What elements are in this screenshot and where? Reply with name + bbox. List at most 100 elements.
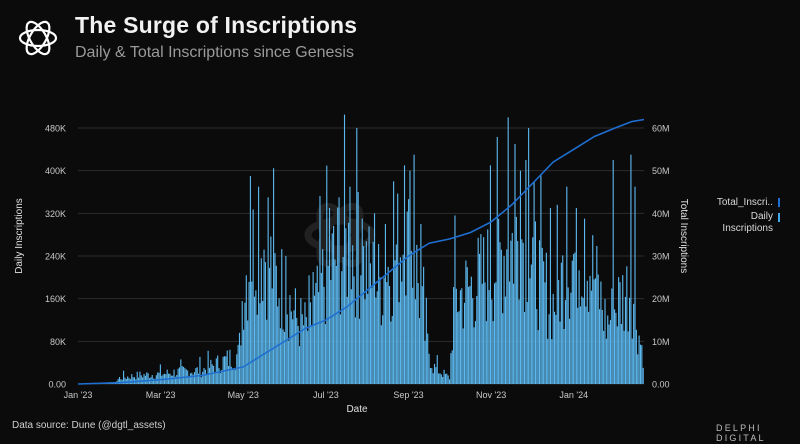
- y2-tick-label: 50M: [652, 166, 670, 176]
- daily-bar: [453, 287, 455, 384]
- daily-bar: [459, 290, 461, 384]
- y2-tick-label: 60M: [652, 124, 670, 134]
- daily-bar: [608, 324, 610, 384]
- daily-bar: [303, 325, 305, 384]
- daily-bar: [538, 240, 541, 384]
- y-tick-label: 480K: [45, 124, 66, 134]
- daily-bar: [570, 292, 572, 384]
- daily-bar: [178, 367, 181, 384]
- daily-bar: [420, 224, 422, 384]
- daily-bar: [343, 114, 346, 384]
- daily-bar: [373, 213, 376, 384]
- total-inscriptions-line: [77, 118, 645, 385]
- daily-bar: [143, 373, 145, 384]
- daily-bar: [485, 321, 487, 384]
- daily-bar: [477, 237, 479, 384]
- daily-bar: [622, 275, 624, 384]
- daily-bar: [495, 282, 497, 384]
- daily-bar: [354, 317, 356, 384]
- daily-bar: [483, 237, 485, 384]
- daily-bar: [319, 195, 321, 384]
- daily-bar: [346, 296, 348, 384]
- x-tick-label: Mar '23: [146, 390, 176, 400]
- brand-wordmark: DELPHI DIGITAL: [716, 423, 766, 443]
- legend-item-total[interactable]: Total_Inscri..: [700, 197, 780, 208]
- y2-tick-label: 40M: [652, 209, 670, 219]
- daily-bar: [382, 315, 384, 384]
- daily-bar: [128, 377, 130, 384]
- daily-bar: [600, 281, 602, 384]
- daily-bar: [555, 314, 557, 384]
- daily-bar: [237, 344, 239, 384]
- daily-bar: [206, 374, 208, 384]
- daily-bar: [562, 255, 564, 384]
- daily-bar: [255, 290, 257, 384]
- daily-bar: [589, 275, 591, 384]
- daily-bar: [547, 338, 549, 384]
- daily-bar: [532, 237, 534, 384]
- daily-bar: [601, 309, 603, 384]
- daily-bar: [339, 314, 341, 384]
- daily-bar: [635, 329, 637, 384]
- daily-bar: [536, 309, 538, 384]
- daily-bar: [623, 330, 625, 384]
- daily-bar: [230, 366, 232, 384]
- daily-bar: [405, 295, 407, 384]
- daily-bar: [624, 296, 627, 384]
- daily-bar: [324, 324, 326, 384]
- daily-bar: [395, 244, 397, 384]
- daily-bar: [120, 379, 122, 384]
- daily-bar: [232, 369, 234, 384]
- daily-bar: [330, 279, 332, 384]
- daily-bar: [278, 298, 280, 384]
- daily-bar: [177, 368, 179, 384]
- daily-bar: [564, 300, 567, 384]
- daily-bar: [433, 363, 436, 384]
- daily-bar: [487, 229, 489, 384]
- daily-bar: [616, 326, 618, 384]
- daily-bar: [498, 218, 500, 384]
- daily-bar: [406, 211, 408, 384]
- daily-bar: [641, 345, 643, 384]
- daily-bar: [292, 319, 294, 384]
- daily-bar: [384, 224, 386, 384]
- daily-bar: [123, 370, 125, 384]
- daily-bar: [402, 254, 404, 384]
- daily-bar: [399, 257, 401, 384]
- daily-bar: [642, 367, 644, 384]
- daily-bar: [181, 366, 183, 384]
- daily-bar: [588, 311, 590, 384]
- daily-bar: [262, 300, 264, 384]
- daily-bar: [139, 371, 141, 384]
- daily-bar: [530, 264, 532, 384]
- daily-bar: [294, 288, 296, 384]
- daily-bar: [247, 320, 249, 384]
- legend-item-daily[interactable]: Daily Inscriptions: [700, 211, 780, 235]
- daily-bar: [240, 345, 242, 384]
- daily-bar: [571, 260, 573, 384]
- daily-bar: [558, 280, 560, 384]
- daily-bar: [218, 368, 220, 384]
- daily-bar: [245, 275, 247, 384]
- daily-bar: [469, 285, 471, 384]
- daily-bar: [461, 288, 463, 384]
- daily-bar: [253, 296, 256, 384]
- daily-bar: [159, 364, 161, 384]
- daily-bar: [534, 221, 537, 384]
- daily-bar: [290, 311, 292, 384]
- daily-bar: [454, 215, 456, 384]
- legend-swatch-daily: [778, 213, 780, 222]
- daily-bar: [173, 369, 175, 384]
- daily-bar: [188, 377, 190, 384]
- daily-bar: [144, 375, 146, 384]
- daily-bar: [603, 330, 605, 384]
- daily-bar: [158, 372, 160, 384]
- daily-bar: [463, 302, 466, 384]
- daily-bar: [443, 369, 445, 384]
- daily-bar: [132, 377, 134, 384]
- daily-bar: [183, 366, 185, 384]
- x-tick-label: Jul '23: [313, 390, 339, 400]
- daily-bar: [275, 265, 277, 384]
- daily-bar: [416, 244, 418, 384]
- daily-bar: [448, 379, 451, 384]
